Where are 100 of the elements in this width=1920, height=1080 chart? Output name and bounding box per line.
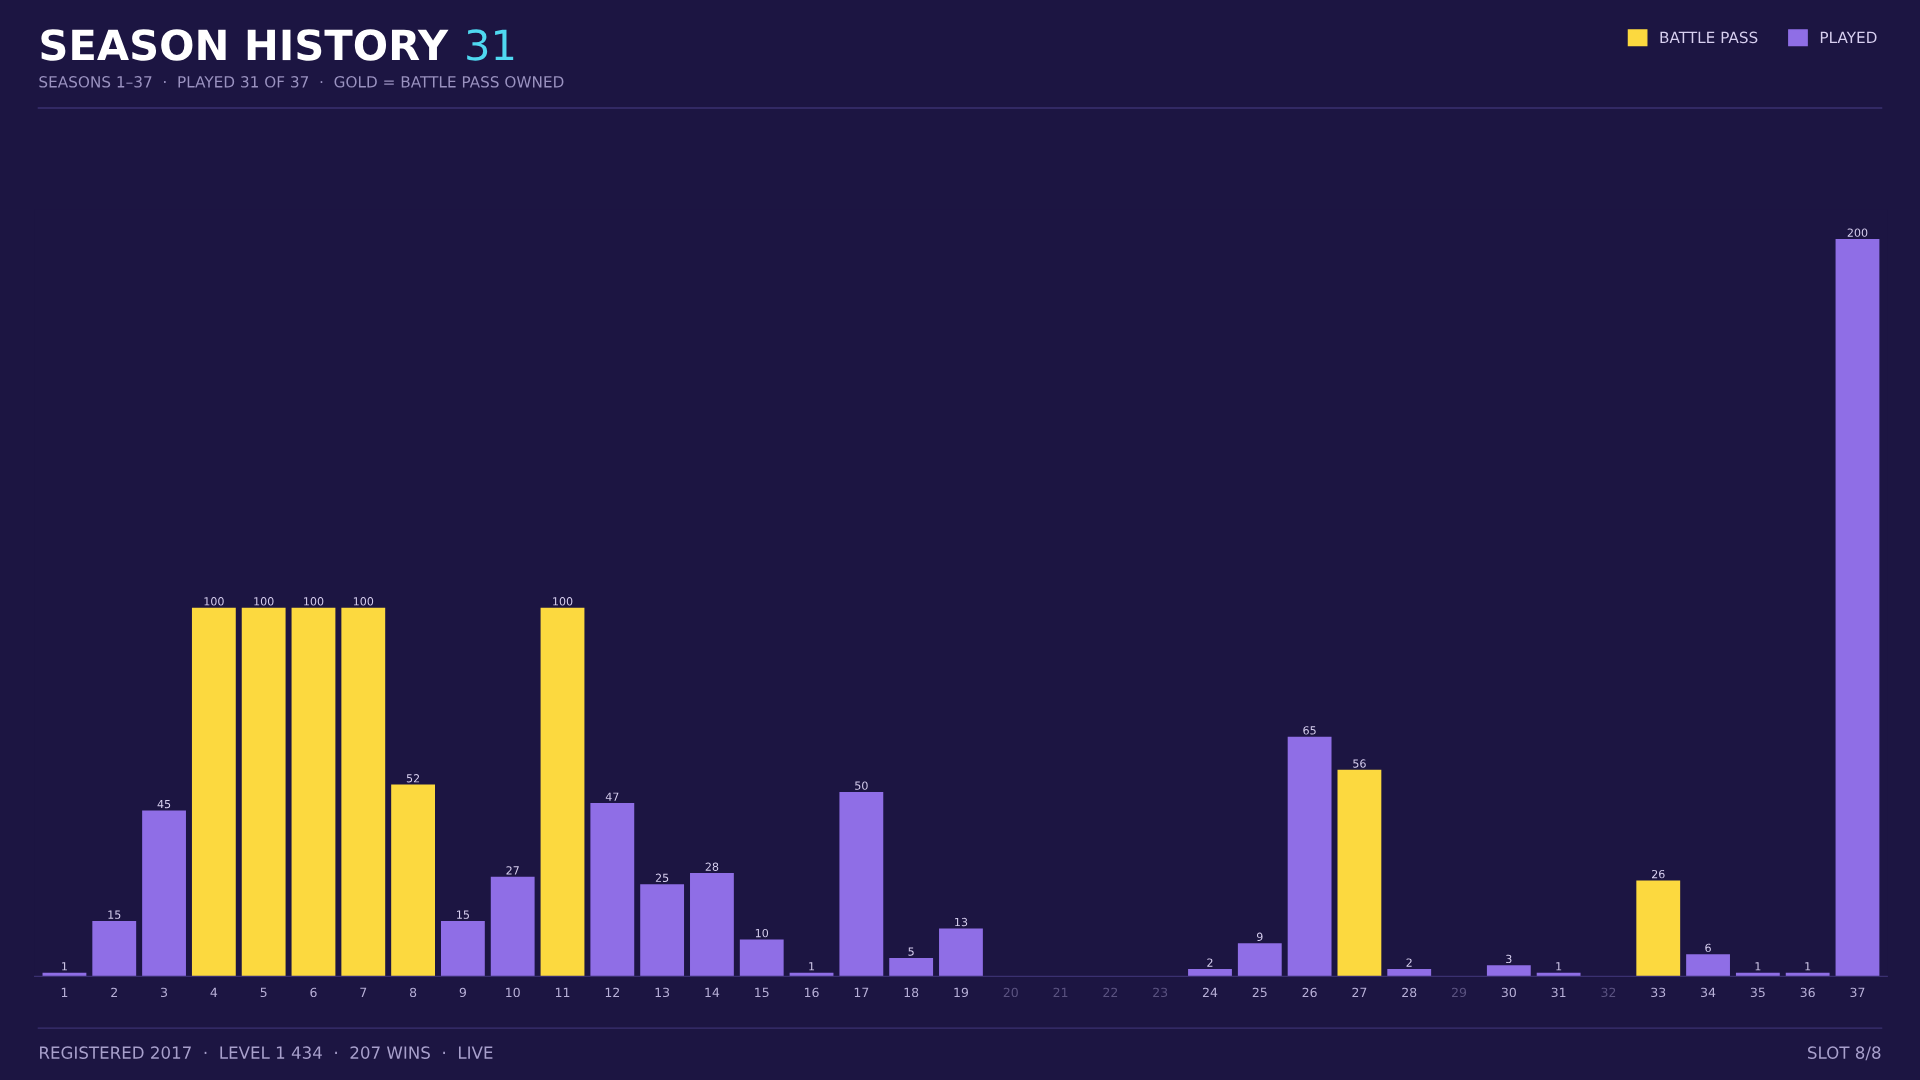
data-label: 1	[1556, 962, 1562, 971]
x-tick-label: 31	[1551, 987, 1566, 998]
bar	[1387, 968, 1432, 977]
bar	[191, 607, 236, 977]
data-label: 100	[353, 597, 374, 606]
data-label: 10	[755, 928, 769, 938]
data-label: 50	[855, 781, 868, 790]
data-label: 100	[304, 597, 324, 606]
bar	[391, 784, 435, 977]
x-tick-label: 23	[1153, 987, 1168, 998]
data-label: 13	[955, 917, 968, 927]
bar	[291, 607, 336, 977]
data-label: 9	[1256, 932, 1263, 941]
data-label: 65	[1303, 726, 1316, 735]
bar	[1636, 880, 1681, 977]
x-tick-label: 33	[1651, 987, 1666, 998]
bar	[92, 921, 137, 977]
legend-label: PLAYED	[1820, 31, 1877, 43]
bar	[1486, 965, 1531, 977]
x-tick-label: 20	[1003, 987, 1018, 998]
data-label: 56	[1353, 759, 1366, 768]
x-tick-label: 30	[1501, 987, 1516, 998]
bar	[739, 939, 784, 977]
chart-title: SEASON HISTORY	[41, 29, 449, 61]
data-label: 100	[254, 597, 274, 606]
bar	[1686, 954, 1730, 977]
data-label: 47	[605, 792, 619, 801]
bar	[440, 921, 485, 977]
bar	[540, 607, 585, 977]
x-tick-label: 28	[1402, 987, 1417, 998]
x-tick-label: 29	[1451, 987, 1467, 998]
data-label: 52	[406, 774, 420, 783]
data-label: 2	[1406, 958, 1412, 967]
bar	[1188, 968, 1232, 977]
bar	[341, 607, 386, 977]
bar	[889, 957, 934, 977]
x-tick-label: 8	[409, 987, 417, 998]
bar	[590, 803, 635, 977]
x-tick-label: 18	[904, 987, 919, 998]
bar	[142, 810, 186, 977]
x-tick-label: 2	[111, 987, 117, 997]
bar	[241, 607, 286, 977]
bar	[1237, 943, 1282, 977]
data-label: 5	[908, 947, 914, 956]
data-label: 15	[457, 910, 469, 919]
data-label: 2	[1207, 958, 1213, 967]
x-tick-label: 34	[1701, 987, 1716, 998]
x-tick-label: 9	[459, 987, 466, 998]
text: REGISTERED 2017 · LEVEL 1 434 · 207 WINS · LIVE	[40, 1046, 493, 1059]
bar	[839, 791, 884, 977]
x-tick-label: 4	[210, 987, 218, 997]
bar	[640, 884, 685, 977]
data-label: 26	[1652, 869, 1665, 879]
data-label: 27	[506, 866, 519, 875]
x-tick-label: 37	[1850, 987, 1865, 998]
x-tick-label: 36	[1800, 987, 1815, 998]
x-tick-label: 17	[854, 987, 869, 997]
legend-label: BATTLE PASS	[1660, 31, 1758, 44]
x-tick-label: 27	[1352, 987, 1367, 997]
data-label: 100	[204, 597, 224, 606]
x-tick-label: 12	[605, 987, 620, 997]
x-tick-label: 16	[804, 987, 819, 998]
data-label: 100	[553, 597, 573, 606]
data-label: 200	[1847, 228, 1868, 237]
x-tick-label: 15	[755, 987, 769, 998]
bar	[939, 928, 983, 977]
data-label: 1	[809, 962, 815, 971]
data-label: 28	[705, 862, 719, 871]
bar	[490, 876, 535, 977]
data-label: 6	[1705, 943, 1711, 953]
data-label: 3	[1506, 954, 1512, 964]
x-tick-label: 21	[1053, 987, 1068, 997]
x-tick-label: 26	[1302, 987, 1317, 998]
x-tick-label: 10	[506, 987, 520, 998]
bar	[1287, 736, 1332, 977]
bar	[1337, 769, 1382, 977]
x-tick-label: 3	[161, 987, 168, 998]
x-tick-label: 13	[655, 987, 670, 998]
x-tick-label: 35	[1750, 987, 1765, 998]
x-tick-label: 11	[555, 987, 570, 997]
text: SLOT 8/8	[1808, 1046, 1881, 1061]
x-tick-label: 22	[1103, 987, 1118, 997]
data-label: 25	[655, 873, 669, 882]
data-label: 1	[1755, 962, 1761, 971]
chart-subtitle: SEASONS 1–37 · PLAYED 31 OF 37 · GOLD = BATTLE PASS OWNED	[39, 76, 564, 88]
x-tick-label: 32	[1601, 987, 1616, 998]
text: 31	[467, 29, 514, 61]
x-tick-label: 5	[260, 987, 267, 998]
x-tick-label: 6	[310, 987, 317, 998]
bar	[690, 873, 734, 977]
data-label: 15	[108, 910, 121, 919]
x-tick-label: 19	[954, 987, 969, 998]
bar	[1835, 239, 1880, 977]
x-tick-label: 7	[360, 987, 367, 997]
x-tick-label: 25	[1252, 987, 1267, 998]
data-label: 1	[62, 962, 67, 971]
data-label: 45	[157, 800, 171, 809]
x-tick-label: 1	[61, 987, 68, 997]
x-tick-label: 14	[705, 987, 720, 997]
x-tick-label: 24	[1202, 987, 1218, 997]
